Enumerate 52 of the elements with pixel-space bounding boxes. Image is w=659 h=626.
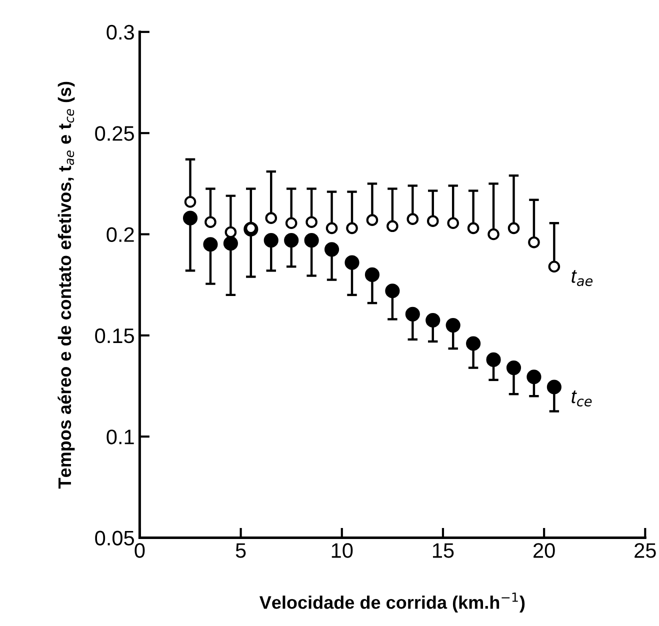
- point: [508, 222, 520, 234]
- series-label: t$_{ae}$: [572, 270, 593, 286]
- y-axis-title: Tempos aéreo e de contato efetivos, t$_{ae}$ e t$_{ce}$ (s): [58, 82, 75, 489]
- point: [385, 284, 400, 298]
- x-tick-label: 0: [134, 543, 145, 558]
- point: [546, 380, 562, 394]
- point: [447, 217, 459, 230]
- point: [203, 237, 218, 252]
- point: [265, 212, 278, 224]
- point: [426, 215, 439, 228]
- point: [184, 196, 196, 208]
- point: [426, 312, 440, 328]
- point: [386, 220, 398, 232]
- point: [548, 260, 560, 273]
- point: [405, 306, 420, 322]
- point: [488, 228, 500, 240]
- point: [306, 216, 318, 228]
- point: [446, 318, 460, 333]
- point: [486, 352, 501, 367]
- point: [204, 216, 216, 228]
- y-tick-label: 0.25: [95, 126, 134, 141]
- point: [344, 255, 360, 270]
- point: [366, 214, 378, 226]
- x-tick-label: 5: [236, 543, 246, 558]
- x-axis-title: Velocidade de corrida (km.h$^{−1}$): [259, 592, 525, 612]
- point: [466, 336, 481, 351]
- point: [224, 226, 237, 238]
- y-tick-label: 0.2: [106, 227, 134, 242]
- y-tick-label: 0.15: [95, 328, 134, 344]
- point: [285, 217, 298, 230]
- y-tick-label: 0.3: [106, 24, 134, 40]
- point: [528, 236, 540, 248]
- point: [324, 242, 340, 257]
- point: [326, 222, 338, 234]
- x-tick-label: 20: [534, 543, 555, 558]
- point: [182, 210, 198, 226]
- x-tick-label: 10: [332, 543, 353, 558]
- point: [346, 222, 358, 234]
- point: [526, 370, 542, 384]
- point: [304, 233, 319, 248]
- series-label: t$_{ce}$: [572, 390, 592, 406]
- x-tick-label: 15: [432, 543, 454, 558]
- point: [406, 213, 419, 225]
- point: [223, 236, 238, 251]
- y-tick-label: 0.1: [106, 430, 134, 444]
- point: [467, 222, 480, 234]
- point: [284, 233, 299, 248]
- x-tick-label: 25: [634, 543, 656, 558]
- y-tick-label: 0.05: [95, 530, 134, 546]
- point: [506, 360, 522, 376]
- point: [364, 267, 380, 282]
- point: [264, 233, 278, 248]
